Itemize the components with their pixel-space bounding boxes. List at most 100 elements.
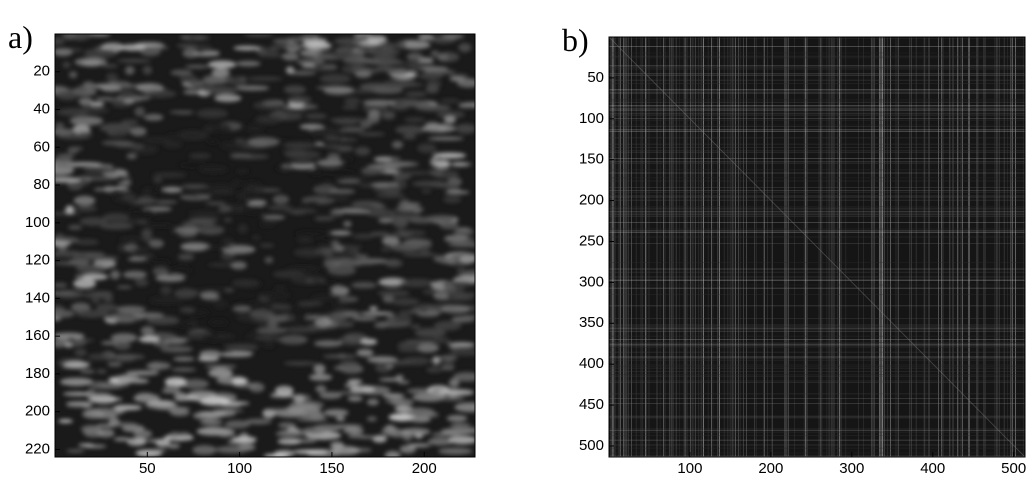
speckle — [272, 270, 305, 278]
speckle — [359, 82, 393, 91]
speckle — [400, 199, 410, 203]
speckle — [90, 101, 105, 107]
y-tick-label: 160 — [25, 327, 50, 344]
speckle — [404, 339, 436, 344]
speckle — [116, 285, 133, 289]
speckle — [180, 193, 200, 198]
speckle — [55, 233, 64, 238]
speckle — [189, 153, 211, 159]
speckle — [82, 409, 105, 419]
speckle — [321, 170, 357, 175]
speckle — [101, 341, 119, 345]
speckle — [323, 197, 350, 201]
speckle — [314, 216, 335, 221]
speckle — [446, 254, 456, 265]
y-tick-label: 180 — [25, 365, 50, 382]
speckle — [115, 305, 146, 313]
speckle — [338, 360, 360, 371]
speckle — [152, 177, 163, 183]
speckle — [282, 52, 299, 61]
speckle — [187, 390, 217, 398]
speckle — [147, 400, 175, 407]
speckle — [99, 223, 133, 230]
speckle — [114, 353, 136, 362]
speckle — [163, 139, 183, 149]
speckle — [399, 278, 435, 288]
speckle — [203, 125, 214, 133]
speckle — [328, 188, 356, 194]
speckle — [74, 239, 100, 246]
speckle — [96, 369, 107, 374]
speckle — [55, 212, 82, 216]
speckle — [139, 46, 161, 57]
speckle — [433, 291, 449, 300]
speckle — [216, 428, 236, 438]
speckle — [78, 97, 94, 106]
speckle — [414, 327, 446, 338]
speckle — [267, 320, 279, 329]
speckle — [454, 402, 475, 413]
speckle — [455, 123, 475, 134]
speckle — [232, 301, 266, 306]
speckle — [367, 35, 387, 44]
speckle — [236, 190, 249, 201]
speckle — [299, 49, 324, 57]
speckle — [88, 384, 123, 390]
speckle — [55, 282, 68, 288]
speckle — [181, 379, 209, 389]
speckle — [221, 237, 235, 245]
x-tick-label: 200 — [412, 460, 437, 477]
speckle — [237, 223, 248, 234]
axes-frame — [54, 33, 476, 458]
speckle — [208, 368, 233, 378]
speckle — [401, 356, 431, 366]
speckle — [283, 361, 317, 366]
y-tick-label: 220 — [25, 440, 50, 457]
speckle — [390, 243, 422, 252]
speckle — [460, 314, 475, 320]
speckle — [362, 99, 396, 106]
y-tick-label: 50 — [587, 69, 604, 86]
speckle — [126, 153, 137, 160]
speckle — [382, 393, 405, 399]
speckle — [313, 340, 343, 347]
speckle — [245, 125, 264, 133]
speckle — [249, 309, 275, 319]
speckle — [55, 240, 72, 247]
speckle — [315, 385, 327, 393]
speckle — [391, 229, 427, 237]
speckle — [154, 200, 178, 204]
speckle — [459, 255, 475, 264]
speckle — [397, 380, 410, 385]
speckle — [89, 381, 109, 386]
speckle — [148, 239, 164, 248]
speckle — [247, 199, 267, 206]
speckle — [231, 436, 257, 443]
speckle — [231, 377, 247, 385]
speckle — [208, 191, 236, 195]
speckle — [447, 342, 475, 348]
x-tick-label: 300 — [839, 460, 864, 477]
speckle — [375, 66, 394, 72]
speckle — [199, 165, 229, 174]
y-tick-label: 150 — [579, 151, 604, 168]
speckle — [319, 73, 351, 84]
speckle — [354, 259, 379, 265]
speckle — [322, 354, 357, 359]
speckle — [118, 237, 151, 241]
speckle — [230, 261, 247, 270]
speckle — [381, 426, 400, 436]
speckle — [311, 240, 329, 246]
speckle — [133, 312, 165, 319]
speckle — [392, 218, 409, 228]
speckle — [107, 128, 129, 137]
speckle — [272, 194, 290, 205]
speckle — [132, 253, 155, 259]
speckle — [96, 303, 118, 313]
speckle — [291, 275, 326, 285]
speckle — [422, 124, 456, 133]
speckle — [310, 168, 324, 177]
speckle — [381, 111, 396, 120]
speckle — [331, 52, 355, 59]
speckle — [332, 208, 365, 214]
